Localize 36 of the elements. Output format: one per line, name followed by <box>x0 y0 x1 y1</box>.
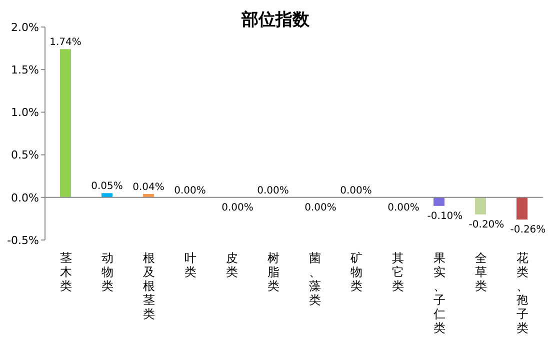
x-tick-label: 树脂类 <box>267 251 280 293</box>
y-tick-label: 0.0% <box>11 191 39 204</box>
y-tick-label: 0.5% <box>11 148 39 162</box>
data-label: 0.00% <box>388 202 420 214</box>
data-label: 0.00% <box>222 202 254 214</box>
y-tick-label: 2.0% <box>11 20 39 34</box>
data-label: 1.74% <box>50 37 82 48</box>
x-tick-label: 果实、子仁类 <box>432 251 446 335</box>
data-label: 0.04% <box>132 182 164 193</box>
x-tick-label: 花类、孢子类 <box>516 251 528 335</box>
bar <box>475 197 486 214</box>
data-label: 0.00% <box>174 185 206 196</box>
chart-title: 部位指数 <box>242 10 310 30</box>
data-label: 0.00% <box>340 185 372 196</box>
data-label: -0.10% <box>427 210 463 222</box>
x-tick-label: 菌、藻类 <box>308 251 321 307</box>
bar <box>60 49 71 198</box>
x-tick-label: 叶类 <box>184 251 196 279</box>
data-label: 0.05% <box>91 181 123 192</box>
y-tick-label: -0.5% <box>7 234 39 247</box>
x-tick-label: 其它类 <box>392 251 404 293</box>
x-tick-label: 根及根茎类 <box>142 251 155 321</box>
data-label: 0.00% <box>304 202 336 214</box>
x-tick-label: 皮类 <box>226 251 238 279</box>
bar <box>516 197 528 220</box>
x-tick-label: 茎木类 <box>60 251 72 293</box>
data-label: 0.00% <box>257 185 289 196</box>
data-label: -0.26% <box>510 224 546 236</box>
y-tick-label: 1.5% <box>11 64 39 77</box>
x-tick-label: 矿物类 <box>349 251 362 293</box>
x-tick-label: 动物类 <box>101 251 114 293</box>
data-label: -0.20% <box>468 219 504 230</box>
x-tick-label: 全草类 <box>474 251 487 293</box>
bar <box>102 193 112 198</box>
y-tick-label: 1.0% <box>11 106 39 120</box>
bar <box>434 197 444 206</box>
